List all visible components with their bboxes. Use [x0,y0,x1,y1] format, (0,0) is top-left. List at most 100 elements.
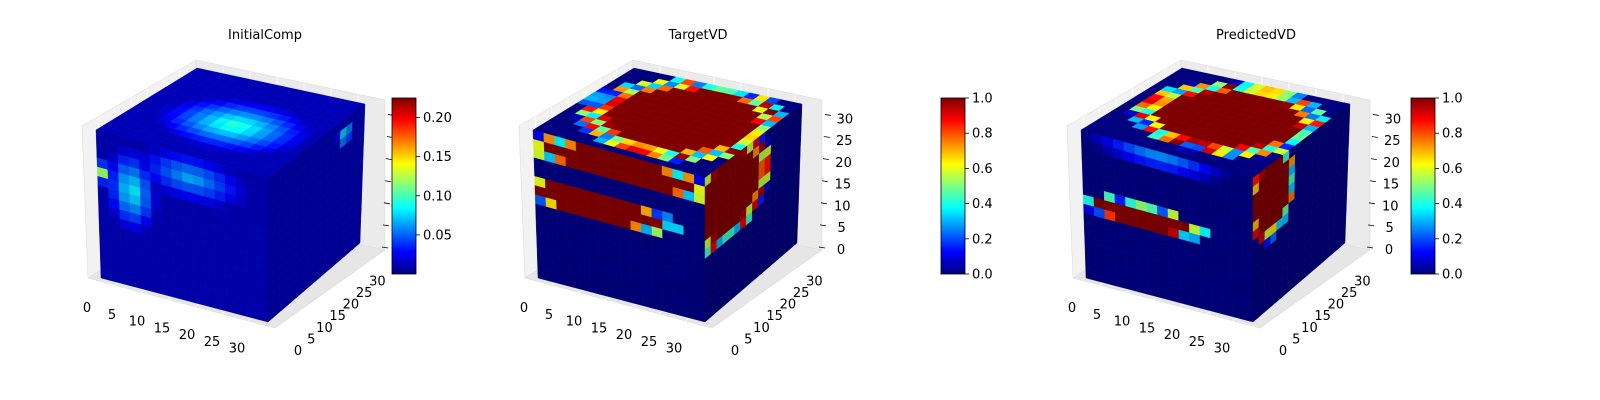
y-tick-label: 25 [1341,286,1358,301]
y-tick-label: 30 [1354,274,1371,289]
z-tick-label: 10 [1382,199,1399,214]
cube-face-top [95,67,366,179]
y-tick-label: 30 [806,274,823,289]
z-tick-label: 10 [834,199,851,214]
y-tick-label: 25 [356,286,373,301]
colorbar-tick-label: 0.15 [423,150,452,165]
colorbar-gradient [1410,97,1436,275]
z-tick-mark [384,180,391,183]
colorbar: 0.0 0.2 0.4 0.6 0.8 1.0 [1410,92,1463,283]
panel-initialcomp: InitialComp 0 5 10 15 20 25 30 0510152025300.05… [81,28,452,359]
y-tick-label: 20 [343,298,360,313]
z-axis: 0 5 10 15 20 25 30 [818,112,854,258]
voxel-cell [354,233,361,249]
panel-title: PredictedVD [1216,28,1296,43]
x-tick-label: 20 [616,328,633,343]
y-tick-label: 15 [766,309,783,324]
x-tick-label: 5 [1093,308,1101,323]
z-axis: 0 5 10 15 20 25 30 [1366,112,1402,258]
y-tick-label: 0 [1279,344,1287,359]
y-tick-label: 5 [307,332,315,347]
colorbar-tick-label: 1.0 [1442,92,1463,107]
x-tick-label: 0 [1068,301,1076,316]
y-tick-label: 15 [1314,309,1331,324]
x-tick-label: 0 [83,301,91,316]
colorbar-tick-label: 0.0 [1442,268,1463,283]
z-tick-label: 0 [837,243,845,258]
colorbar-tick-label: 1.0 [972,92,993,107]
x-tick-label: 30 [1214,342,1231,357]
z-tick-mark [819,224,827,227]
x-tick-label: 25 [641,335,658,350]
z-tick-mark [385,158,392,161]
colorbar-tick-label: 0.6 [1442,162,1463,177]
z-tick-label: 25 [1384,134,1401,149]
voxel-cell [791,233,798,249]
z-tick-mark [1366,246,1374,249]
colorbar-tick-label: 0.4 [1442,197,1463,212]
z-tick-mark [381,246,389,249]
panel-targetvd: TargetVD 0 5 10 15 20 25 30 0510152025300510152… [518,28,993,359]
z-tick-label: 5 [1386,221,1394,236]
cube-face-side [704,103,803,323]
x-tick-label: 20 [1164,328,1181,343]
cube-face-side [1252,103,1351,323]
colorbar-tick-label: 0.20 [423,111,452,126]
z-tick-mark [1367,224,1375,227]
colorbar-tick-label: 0.8 [972,127,993,142]
z-tick-label: 20 [835,156,852,171]
z-tick-label: 0 [1385,243,1393,258]
z-tick-label: 15 [835,178,852,193]
colorbar-tick-label: 0.8 [1442,127,1463,142]
colorbar-tick-label: 0.05 [423,228,452,243]
y-tick-label: 10 [1301,321,1318,336]
z-tick-mark [820,202,828,205]
y-tick-label: 30 [369,274,386,289]
z-tick-label: 20 [1383,156,1400,171]
z-tick-label: 30 [837,112,854,127]
voxel-cell [1339,233,1346,249]
z-tick-mark [821,180,828,183]
y-tick-label: 20 [780,298,797,313]
panel-title: TargetVD [667,28,727,43]
panel-predictedvd: PredictedVD 0 5 10 15 20 25 30 0510152025300510… [1066,28,1463,359]
z-tick-label: 30 [1385,112,1402,127]
colorbar-gradient [940,97,966,275]
z-tick-mark [1372,114,1379,116]
colorbar-tick-label: 0.2 [972,232,993,247]
panel-title: InitialComp [228,28,302,43]
x-tick-label: 20 [179,328,196,343]
x-axis: 0 5 10 15 20 25 30 [520,301,682,357]
z-tick-label: 5 [838,221,846,236]
z-tick-mark [1370,158,1377,161]
x-tick-label: 15 [591,321,608,336]
colorbar-gradient [391,97,417,275]
x-tick-label: 5 [108,308,116,323]
y-tick-label: 10 [316,321,333,336]
y-tick-label: 10 [753,321,770,336]
z-tick-label: 15 [1383,178,1400,193]
colorbar-tick-label: 0.10 [423,189,452,204]
x-tick-label: 30 [666,342,683,357]
colorbar-tick-label: 0.6 [972,162,993,177]
cube-face-front [1080,129,1254,323]
z-tick-mark [383,202,391,205]
y-tick-label: 25 [793,286,810,301]
y-tick-label: 0 [294,344,302,359]
z-tick-mark [1371,136,1378,138]
y-tick-label: 5 [744,332,752,347]
x-tick-label: 5 [545,308,553,323]
x-tick-label: 10 [129,315,146,330]
cube-face-front [95,129,269,323]
z-tick-mark [823,136,830,138]
y-tick-label: 15 [329,309,346,324]
x-tick-label: 0 [520,301,528,316]
z-tick-label: 25 [836,134,853,149]
colorbar-tick-label: 0.2 [1442,232,1463,247]
cube-face-top [532,67,803,179]
x-axis: 0 5 10 15 20 25 30 [83,301,245,357]
